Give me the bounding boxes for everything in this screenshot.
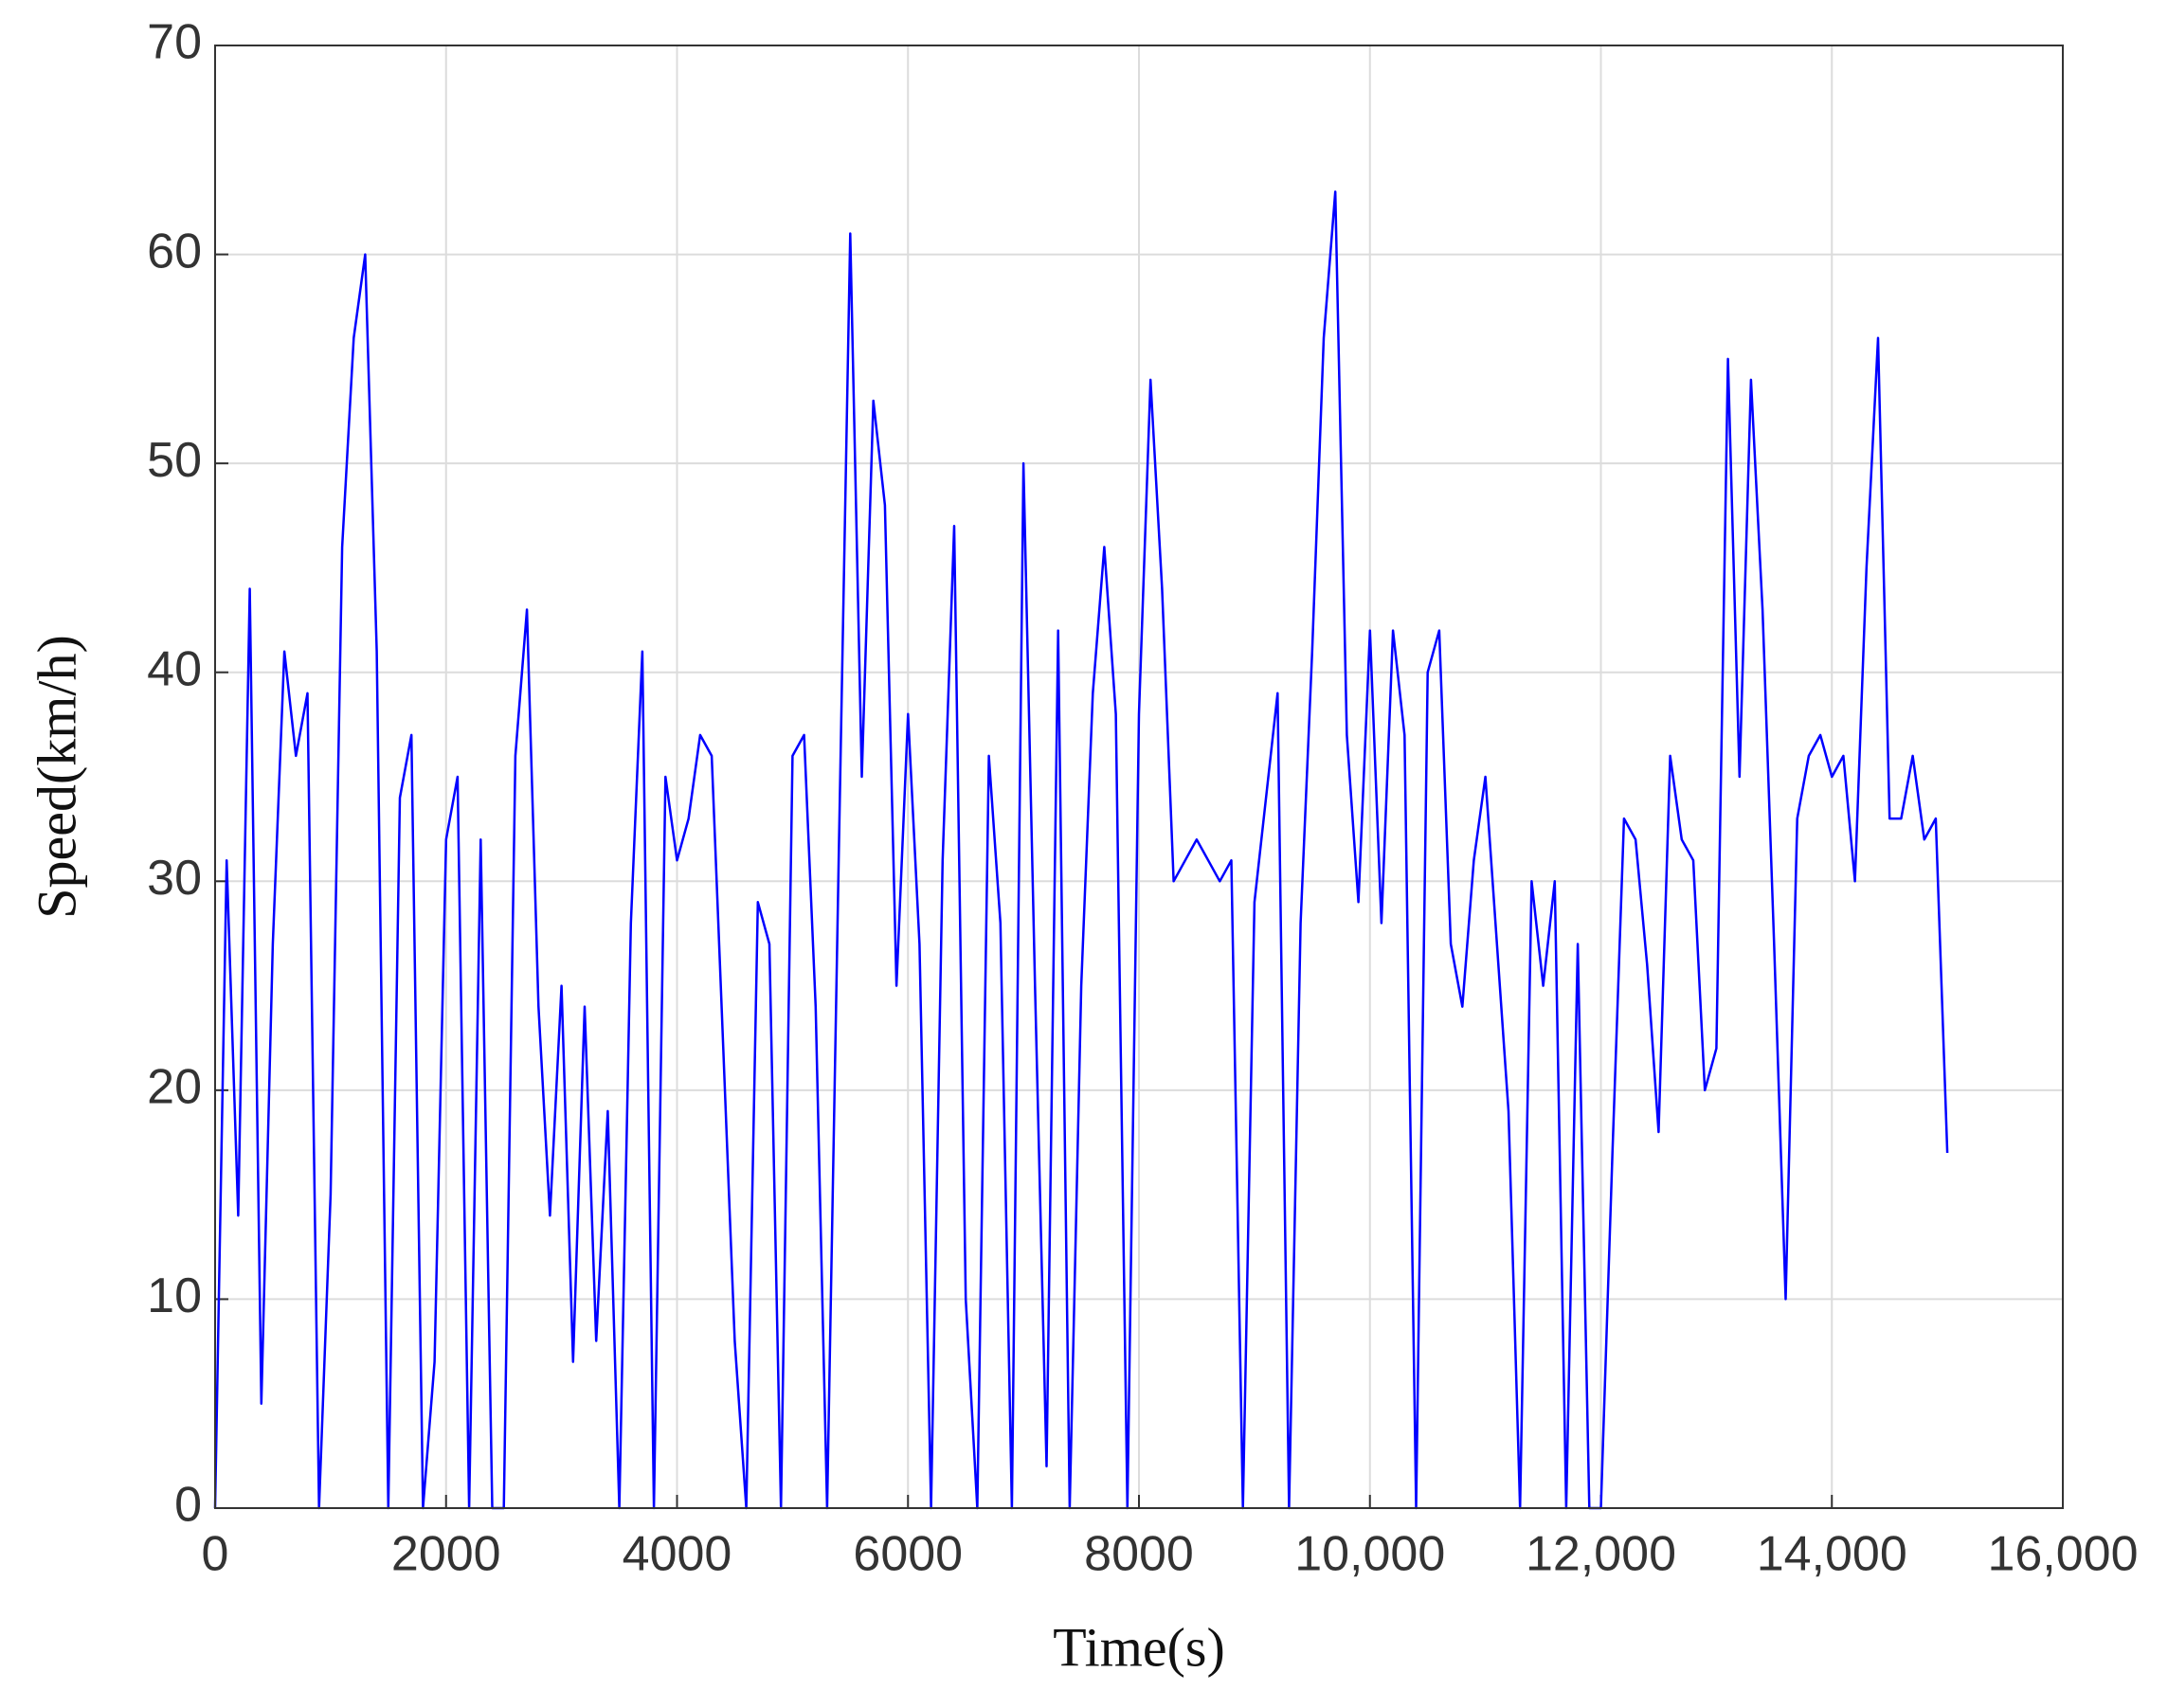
y-tick-label: 30 [147, 851, 202, 906]
x-axis-label: Time(s) [1053, 1616, 1225, 1678]
x-tick-label: 4000 [623, 1527, 732, 1582]
y-tick-label: 0 [174, 1478, 202, 1533]
x-tick-label: 6000 [853, 1527, 963, 1582]
x-tick-label: 8000 [1084, 1527, 1194, 1582]
y-axis-label: Speed(km/h) [26, 635, 87, 919]
y-tick-label: 40 [147, 641, 202, 696]
x-tick-label: 0 [202, 1527, 229, 1582]
x-tick-label: 16,000 [1987, 1527, 2138, 1582]
x-tick-label: 2000 [391, 1527, 501, 1582]
x-tick-label: 12,000 [1526, 1527, 1676, 1582]
y-tick-label: 10 [147, 1268, 202, 1323]
y-tick-label: 70 [147, 15, 202, 70]
x-tick-label: 14,000 [1757, 1527, 1907, 1582]
y-tick-label: 60 [147, 224, 202, 279]
plot-frame [214, 45, 2064, 1509]
x-tick-label: 10,000 [1294, 1527, 1445, 1582]
y-tick-label: 20 [147, 1060, 202, 1115]
y-tick-label: 50 [147, 433, 202, 488]
speed-line [213, 190, 1949, 1510]
